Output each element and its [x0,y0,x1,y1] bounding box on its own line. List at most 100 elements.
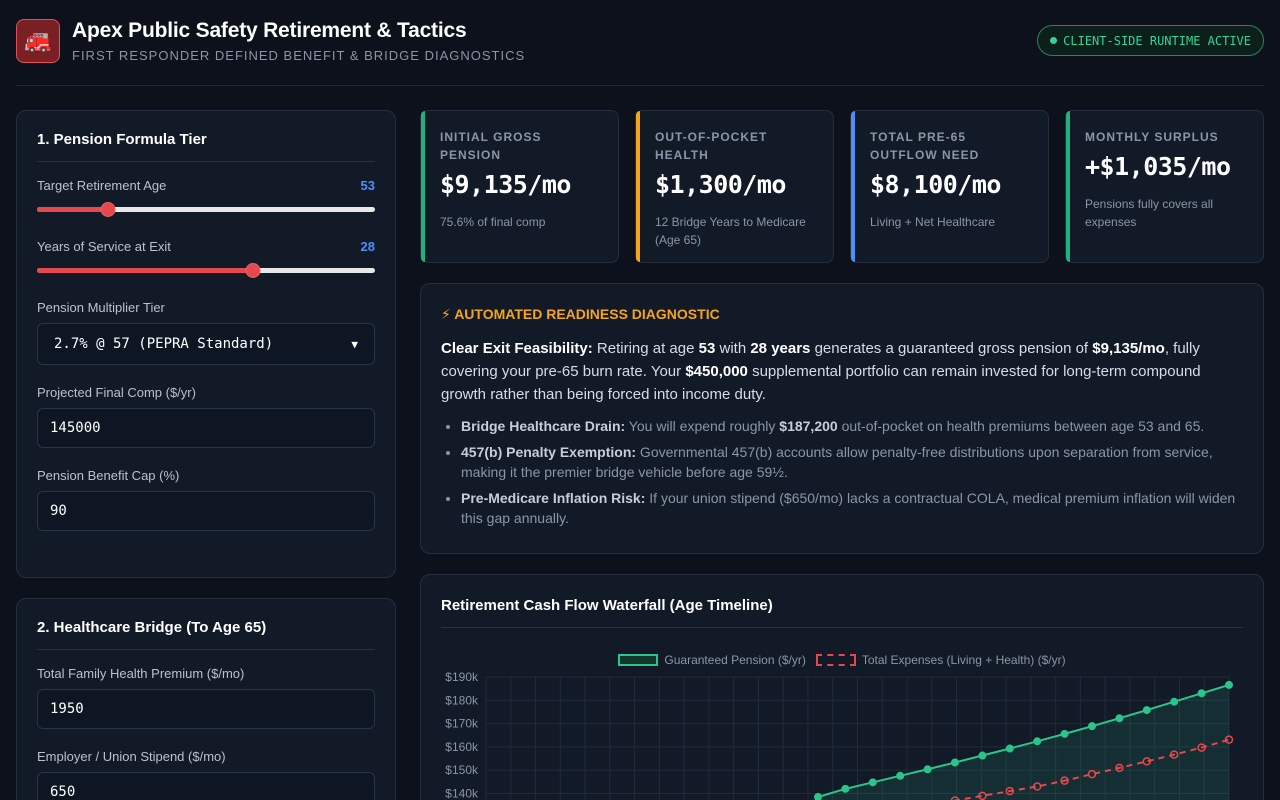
kpi-note: 75.6% of final comp [440,215,546,229]
data-point[interactable] [841,784,850,793]
legend-item-expenses[interactable]: Total Expenses (Living + Health) ($/yr) [815,653,1066,667]
item-bold: $187,200 [779,418,838,434]
diagnostic-summary: Clear Exit Feasibility: Retiring at age … [441,337,1243,406]
cash-flow-chart-panel: Retirement Cash Flow Waterfall (Age Time… [420,574,1264,800]
data-point[interactable] [814,792,822,800]
stipend-label: Employer / Union Stipend ($/mo) [37,749,226,764]
kpi-label: MONTHLY SURPLUS [1085,130,1219,144]
panel-title: 2. Healthcare Bridge (To Age 65) [37,619,375,650]
data-point[interactable] [1005,744,1014,753]
data-point[interactable] [868,778,877,787]
slider-fill [37,268,254,273]
retirement-age-label: Target Retirement Age [37,178,167,193]
years-service-label: Years of Service at Exit [37,239,171,254]
kpi-value: $1,300/mo [655,170,786,199]
summary-text: supplemental portfolio can remain invest… [441,363,1201,403]
slider-fill [37,207,108,212]
data-point[interactable] [1225,680,1233,689]
benefit-cap-input[interactable]: 90 [37,491,375,531]
summary-years: 28 years [750,340,811,357]
pension-formula-panel: 1. Pension Formula Tier Target Retiremen… [16,110,396,578]
y-tick-label: $170k [445,717,479,731]
slider-thumb[interactable] [100,202,116,217]
readiness-diagnostic-panel: ⚡ AUTOMATED READINESS DIAGNOSTIC Clear E… [420,283,1264,554]
legend-label: Total Expenses (Living + Health) ($/yr) [861,653,1066,667]
summary-text: generates a guaranteed gross pension of [810,340,1093,357]
y-tick-label: $190k [445,670,479,684]
item-label: Bridge Healthcare Drain: [461,418,626,434]
multiplier-label: Pension Multiplier Tier [37,300,165,315]
app-header: 🚒 Apex Public Safety Retirement & Tactic… [16,19,1264,65]
data-point[interactable] [1197,743,1206,752]
data-point[interactable] [1060,776,1069,785]
summary-pension: $9,135/mo [1092,340,1165,357]
kpi-card-gross-pension: INITIAL GROSS PENSION $9,135/mo 75.6% of… [420,110,619,263]
summary-portfolio: $450,000 [685,363,748,380]
data-point[interactable] [896,771,905,780]
status-dot-icon [1050,37,1058,44]
kpi-accent-bar [851,111,855,262]
years-service-slider[interactable] [37,262,375,280]
data-point[interactable] [1169,750,1179,759]
chart-legend: Guaranteed Pension ($/yr) Total Expenses… [421,653,1263,667]
stipend-input[interactable]: 650 [37,772,375,800]
runtime-status-text: CLIENT-SIDE RUNTIME ACTIVE [1063,33,1251,48]
data-point[interactable] [1032,782,1042,791]
retirement-age-slider[interactable] [37,201,375,219]
panel-title: 1. Pension Formula Tier [37,131,375,162]
chevron-down-icon: ▼ [351,337,358,351]
multiplier-select[interactable]: 2.7% @ 57 (PEPRA Standard) ▼ [37,323,375,365]
item-text: You will expend roughly [625,418,780,434]
retirement-age-label-row: Target Retirement Age 53 [37,178,375,193]
final-comp-input[interactable]: 145000 [37,408,375,448]
runtime-status-badge: CLIENT-SIDE RUNTIME ACTIVE [1037,25,1264,56]
data-point[interactable] [1142,757,1152,766]
diagnostic-list: Bridge Healthcare Drain: You will expend… [441,416,1243,528]
data-point[interactable] [978,751,987,760]
list-item: Pre-Medicare Inflation Risk: If your uni… [461,488,1243,528]
data-point[interactable] [1115,714,1124,723]
data-point[interactable] [1088,722,1096,731]
kpi-label: INITIAL GROSS PENSION [440,130,542,162]
kpi-card-oop-health: OUT-OF-POCKET HEALTH $1,300/mo 12 Bridge… [635,110,834,263]
data-point[interactable] [1033,737,1042,746]
data-point[interactable] [1224,735,1234,744]
data-point[interactable] [1142,706,1151,715]
slider-thumb[interactable] [245,263,261,278]
legend-swatch [815,654,856,666]
series-line [817,683,1230,798]
y-tick-label: $140k [445,787,479,800]
list-item: 457(b) Penalty Exemption: Governmental 4… [461,442,1243,482]
premium-input[interactable]: 1950 [37,689,375,729]
data-point[interactable] [1060,729,1069,738]
kpi-value: +$1,035/mo [1085,152,1231,181]
legend-swatch [618,654,659,666]
y-tick-label: $150k [445,763,479,777]
data-point[interactable] [1115,763,1124,773]
kpi-card-pre65-outflow: TOTAL PRE-65 OUTFLOW NEED $8,100/mo Livi… [850,110,1049,263]
data-point[interactable] [1170,697,1179,706]
premium-label: Total Family Health Premium ($/mo) [37,666,245,681]
data-point[interactable] [1197,689,1206,698]
years-service-label-row: Years of Service at Exit 28 [37,239,375,254]
chart-title: Retirement Cash Flow Waterfall (Age Time… [441,597,1243,628]
data-point[interactable] [1087,769,1097,779]
data-point[interactable] [978,791,987,800]
summary-lead: Clear Exit Feasibility: [441,340,593,357]
item-label: Pre-Medicare Inflation Risk: [461,490,646,506]
data-point[interactable] [1005,786,1015,796]
kpi-value: $8,100/mo [870,170,1001,199]
item-text: out-of-pocket on health premiums between… [837,418,1205,434]
data-point[interactable] [951,758,959,767]
series-area-fill [818,684,1229,800]
y-tick-label: $160k [445,740,479,754]
years-service-value: 28 [360,239,375,254]
data-point[interactable] [923,765,932,774]
kpi-label: TOTAL PRE-65 OUTFLOW NEED [870,130,980,162]
fire-truck-icon: 🚒 [16,19,60,63]
legend-item-pension[interactable]: Guaranteed Pension ($/yr) [618,653,806,667]
data-point[interactable] [950,796,960,800]
app-title: Apex Public Safety Retirement & Tactics [72,19,467,42]
kpi-note: Living + Net Healthcare [870,215,996,229]
kpi-card-monthly-surplus: MONTHLY SURPLUS +$1,035/mo Pensions full… [1065,110,1264,263]
